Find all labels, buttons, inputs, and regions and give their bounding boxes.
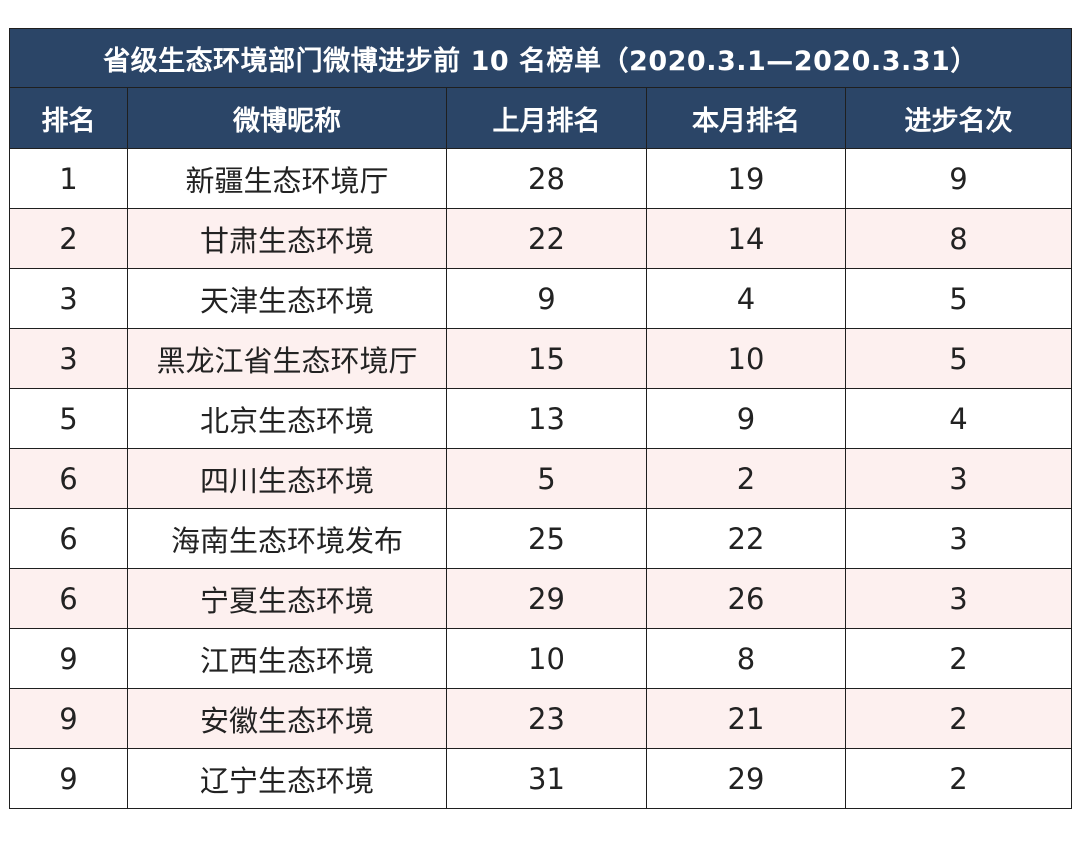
last-month-rank-cell: 10 — [446, 628, 647, 689]
improvement-cell: 5 — [844, 328, 1073, 389]
rank-cell: 3 — [9, 268, 128, 329]
table-body: 1 新疆生态环境厅 28 19 9 2 甘肃生态环境 22 14 8 3 天津生态环境 9 4 5 3 黑龙江省… — [9, 148, 1073, 809]
table-row: 6 海南生态环境发布 25 22 3 — [9, 508, 1073, 569]
this-month-rank-cell: 29 — [646, 748, 846, 809]
table-title: 省级生态环境部门微博进步前 10 名榜单（2020.3.1—2020.3.31） — [8, 28, 1073, 88]
improvement-cell: 8 — [844, 208, 1073, 269]
weibo-name-cell: 四川生态环境 — [127, 448, 447, 509]
weibo-name-cell: 海南生态环境发布 — [127, 508, 447, 569]
improvement-cell: 2 — [844, 748, 1073, 809]
weibo-name-cell: 辽宁生态环境 — [127, 748, 447, 809]
weibo-name-cell: 北京生态环境 — [127, 388, 447, 449]
rank-cell: 6 — [9, 448, 128, 509]
rank-cell: 1 — [9, 148, 128, 209]
weibo-name-cell: 安徽生态环境 — [127, 688, 447, 749]
this-month-rank-cell: 4 — [646, 268, 846, 329]
weibo-name-cell: 江西生态环境 — [127, 628, 447, 689]
table-title-row: 省级生态环境部门微博进步前 10 名榜单（2020.3.1—2020.3.31） — [8, 28, 1073, 88]
this-month-rank-cell: 22 — [646, 508, 846, 569]
table-row: 9 辽宁生态环境 31 29 2 — [9, 748, 1073, 809]
table-row: 3 天津生态环境 9 4 5 — [9, 268, 1073, 329]
weibo-name-cell: 天津生态环境 — [127, 268, 447, 329]
improvement-cell: 3 — [844, 568, 1073, 629]
improvement-cell: 2 — [844, 688, 1073, 749]
weibo-name-cell: 新疆生态环境厅 — [127, 148, 447, 209]
this-month-rank-cell: 21 — [646, 688, 846, 749]
table-row: 3 黑龙江省生态环境厅 15 10 5 — [9, 328, 1073, 389]
this-month-rank-cell: 26 — [646, 568, 846, 629]
rank-cell: 9 — [9, 628, 128, 689]
column-header-improvement: 进步名次 — [844, 87, 1073, 149]
table-row: 9 江西生态环境 10 8 2 — [9, 628, 1073, 689]
last-month-rank-cell: 31 — [446, 748, 647, 809]
rank-cell: 6 — [9, 568, 128, 629]
column-header-rank: 排名 — [9, 87, 128, 149]
last-month-rank-cell: 28 — [446, 148, 647, 209]
improvement-cell: 3 — [844, 448, 1073, 509]
this-month-rank-cell: 2 — [646, 448, 846, 509]
table-row: 2 甘肃生态环境 22 14 8 — [9, 208, 1073, 269]
rank-cell: 5 — [9, 388, 128, 449]
rank-cell: 3 — [9, 328, 128, 389]
weibo-name-cell: 甘肃生态环境 — [127, 208, 447, 269]
improvement-cell: 4 — [844, 388, 1073, 449]
improvement-cell: 9 — [844, 148, 1073, 209]
weibo-name-cell: 黑龙江省生态环境厅 — [127, 328, 447, 389]
table-row: 9 安徽生态环境 23 21 2 — [9, 688, 1073, 749]
rank-cell: 9 — [9, 748, 128, 809]
last-month-rank-cell: 15 — [446, 328, 647, 389]
last-month-rank-cell: 23 — [446, 688, 647, 749]
this-month-rank-cell: 9 — [646, 388, 846, 449]
weibo-name-cell: 宁夏生态环境 — [127, 568, 447, 629]
column-header-last-month-rank: 上月排名 — [446, 87, 647, 149]
this-month-rank-cell: 8 — [646, 628, 846, 689]
table-header-row: 排名 微博昵称 上月排名 本月排名 进步名次 — [9, 87, 1073, 149]
last-month-rank-cell: 13 — [446, 388, 647, 449]
column-header-this-month-rank: 本月排名 — [646, 87, 846, 149]
last-month-rank-cell: 25 — [446, 508, 647, 569]
improvement-cell: 2 — [844, 628, 1073, 689]
rank-cell: 2 — [9, 208, 128, 269]
table-row: 1 新疆生态环境厅 28 19 9 — [9, 148, 1073, 209]
this-month-rank-cell: 10 — [646, 328, 846, 389]
this-month-rank-cell: 19 — [646, 148, 846, 209]
rank-cell: 9 — [9, 688, 128, 749]
this-month-rank-cell: 14 — [646, 208, 846, 269]
improvement-cell: 5 — [844, 268, 1073, 329]
rank-cell: 6 — [9, 508, 128, 569]
improvement-cell: 3 — [844, 508, 1073, 569]
last-month-rank-cell: 9 — [446, 268, 647, 329]
ranking-table-container: 省级生态环境部门微博进步前 10 名榜单（2020.3.1—2020.3.31）… — [8, 28, 1073, 809]
column-header-weibo-name: 微博昵称 — [127, 87, 447, 149]
last-month-rank-cell: 22 — [446, 208, 647, 269]
table-row: 6 四川生态环境 5 2 3 — [9, 448, 1073, 509]
table-row: 6 宁夏生态环境 29 26 3 — [9, 568, 1073, 629]
last-month-rank-cell: 29 — [446, 568, 647, 629]
table-row: 5 北京生态环境 13 9 4 — [9, 388, 1073, 449]
ranking-table: 省级生态环境部门微博进步前 10 名榜单（2020.3.1—2020.3.31）… — [8, 28, 1073, 809]
last-month-rank-cell: 5 — [446, 448, 647, 509]
